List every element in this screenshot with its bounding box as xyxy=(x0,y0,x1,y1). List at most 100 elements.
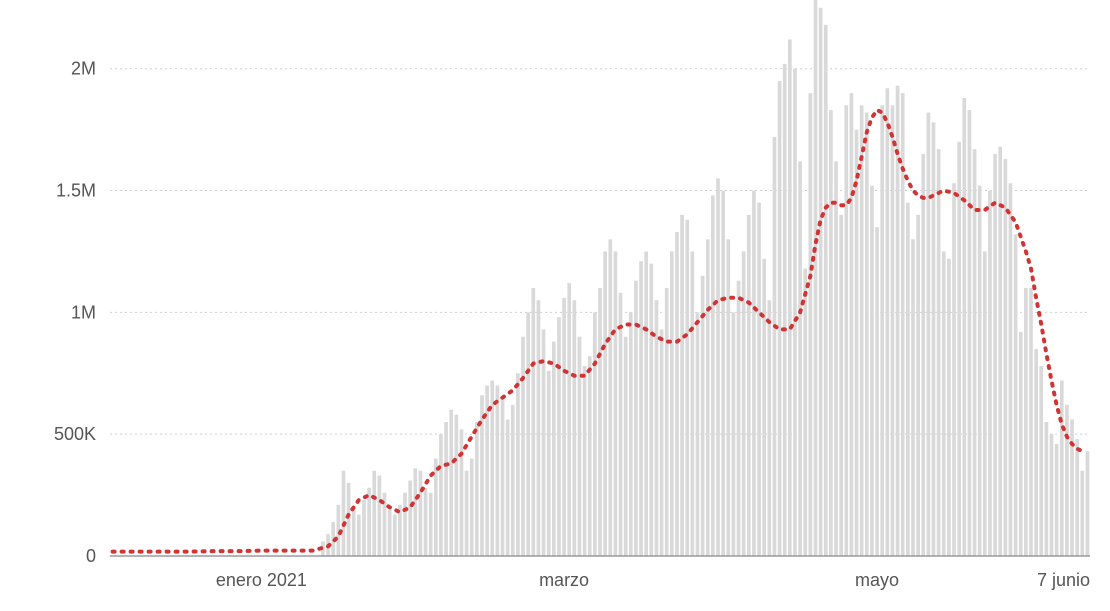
bar xyxy=(947,259,951,556)
bar xyxy=(496,385,500,556)
bar xyxy=(757,203,761,556)
bar xyxy=(670,251,674,556)
bar xyxy=(470,459,474,556)
chart-svg: 0500K1M1.5M2Menero 2021marzomayo7 junio xyxy=(0,0,1110,611)
y-axis-label: 500K xyxy=(54,424,96,444)
bar xyxy=(347,483,351,556)
bar xyxy=(880,105,884,556)
bar xyxy=(962,98,966,556)
bar xyxy=(649,264,653,556)
bar xyxy=(1029,288,1033,556)
bar xyxy=(691,251,695,556)
bar xyxy=(1075,439,1079,556)
bar xyxy=(732,312,736,556)
bar xyxy=(721,191,725,556)
bar xyxy=(547,371,551,556)
x-axis-label: enero 2021 xyxy=(216,570,307,590)
bar xyxy=(1080,471,1084,556)
bar xyxy=(537,300,541,556)
bar xyxy=(968,110,972,556)
bar xyxy=(593,312,597,556)
bar xyxy=(454,415,458,556)
bar xyxy=(552,342,556,556)
bar xyxy=(1009,183,1013,556)
bar xyxy=(860,105,864,556)
bar xyxy=(583,366,587,556)
bar xyxy=(850,93,854,556)
bar xyxy=(598,288,602,556)
bar xyxy=(644,251,648,556)
bar xyxy=(424,488,428,556)
bar xyxy=(1034,349,1038,556)
bar xyxy=(475,422,479,556)
bar xyxy=(393,515,397,556)
bar xyxy=(875,227,879,556)
bar xyxy=(696,312,700,556)
bar xyxy=(726,239,730,556)
bar xyxy=(526,312,530,556)
bar xyxy=(762,259,766,556)
bar xyxy=(957,142,961,556)
bar xyxy=(737,281,741,556)
bar xyxy=(342,471,346,556)
bar xyxy=(998,147,1002,556)
bar xyxy=(501,400,505,556)
bar xyxy=(372,471,376,556)
bar xyxy=(839,215,843,556)
bar xyxy=(449,410,453,556)
bar xyxy=(885,88,889,556)
bar xyxy=(460,429,464,556)
bar xyxy=(439,434,443,556)
bar xyxy=(834,161,838,556)
chart-container: 0500K1M1.5M2Menero 2021marzomayo7 junio xyxy=(0,0,1110,611)
bar xyxy=(1060,381,1064,556)
bar xyxy=(983,251,987,556)
bar xyxy=(824,25,828,556)
bar xyxy=(357,515,361,556)
bar xyxy=(921,154,925,556)
bar xyxy=(798,161,802,556)
bar xyxy=(906,203,910,556)
bar xyxy=(911,239,915,556)
bar xyxy=(896,86,900,556)
bar xyxy=(773,137,777,556)
bar xyxy=(988,191,992,556)
bar xyxy=(603,251,607,556)
bar xyxy=(680,215,684,556)
bar xyxy=(927,113,931,556)
bar xyxy=(619,293,623,556)
x-axis-label: 7 junio xyxy=(1037,570,1090,590)
bar xyxy=(506,420,510,556)
bar xyxy=(952,183,956,556)
bar xyxy=(870,186,874,556)
bar xyxy=(742,251,746,556)
bar xyxy=(844,105,848,556)
x-axis-label: mayo xyxy=(855,570,899,590)
bar xyxy=(788,39,792,556)
bar xyxy=(624,337,628,556)
x-axis-label: marzo xyxy=(539,570,589,590)
bar xyxy=(655,300,659,556)
bar xyxy=(937,149,941,556)
bar xyxy=(1065,405,1069,556)
bar xyxy=(793,69,797,556)
bar xyxy=(1014,234,1018,556)
bar xyxy=(608,239,612,556)
bar xyxy=(783,64,787,556)
bar xyxy=(1024,288,1028,556)
bar xyxy=(747,215,751,556)
bar xyxy=(352,510,356,556)
bar xyxy=(588,356,592,556)
bar xyxy=(993,154,997,556)
bar xyxy=(1039,366,1043,556)
bar xyxy=(567,283,571,556)
bar xyxy=(413,468,417,556)
bar xyxy=(1003,159,1007,556)
bar xyxy=(531,288,535,556)
bar xyxy=(444,422,448,556)
bar xyxy=(511,405,515,556)
y-axis-label: 1.5M xyxy=(56,181,96,201)
bar xyxy=(480,395,484,556)
bar xyxy=(367,488,371,556)
bar xyxy=(814,0,818,556)
